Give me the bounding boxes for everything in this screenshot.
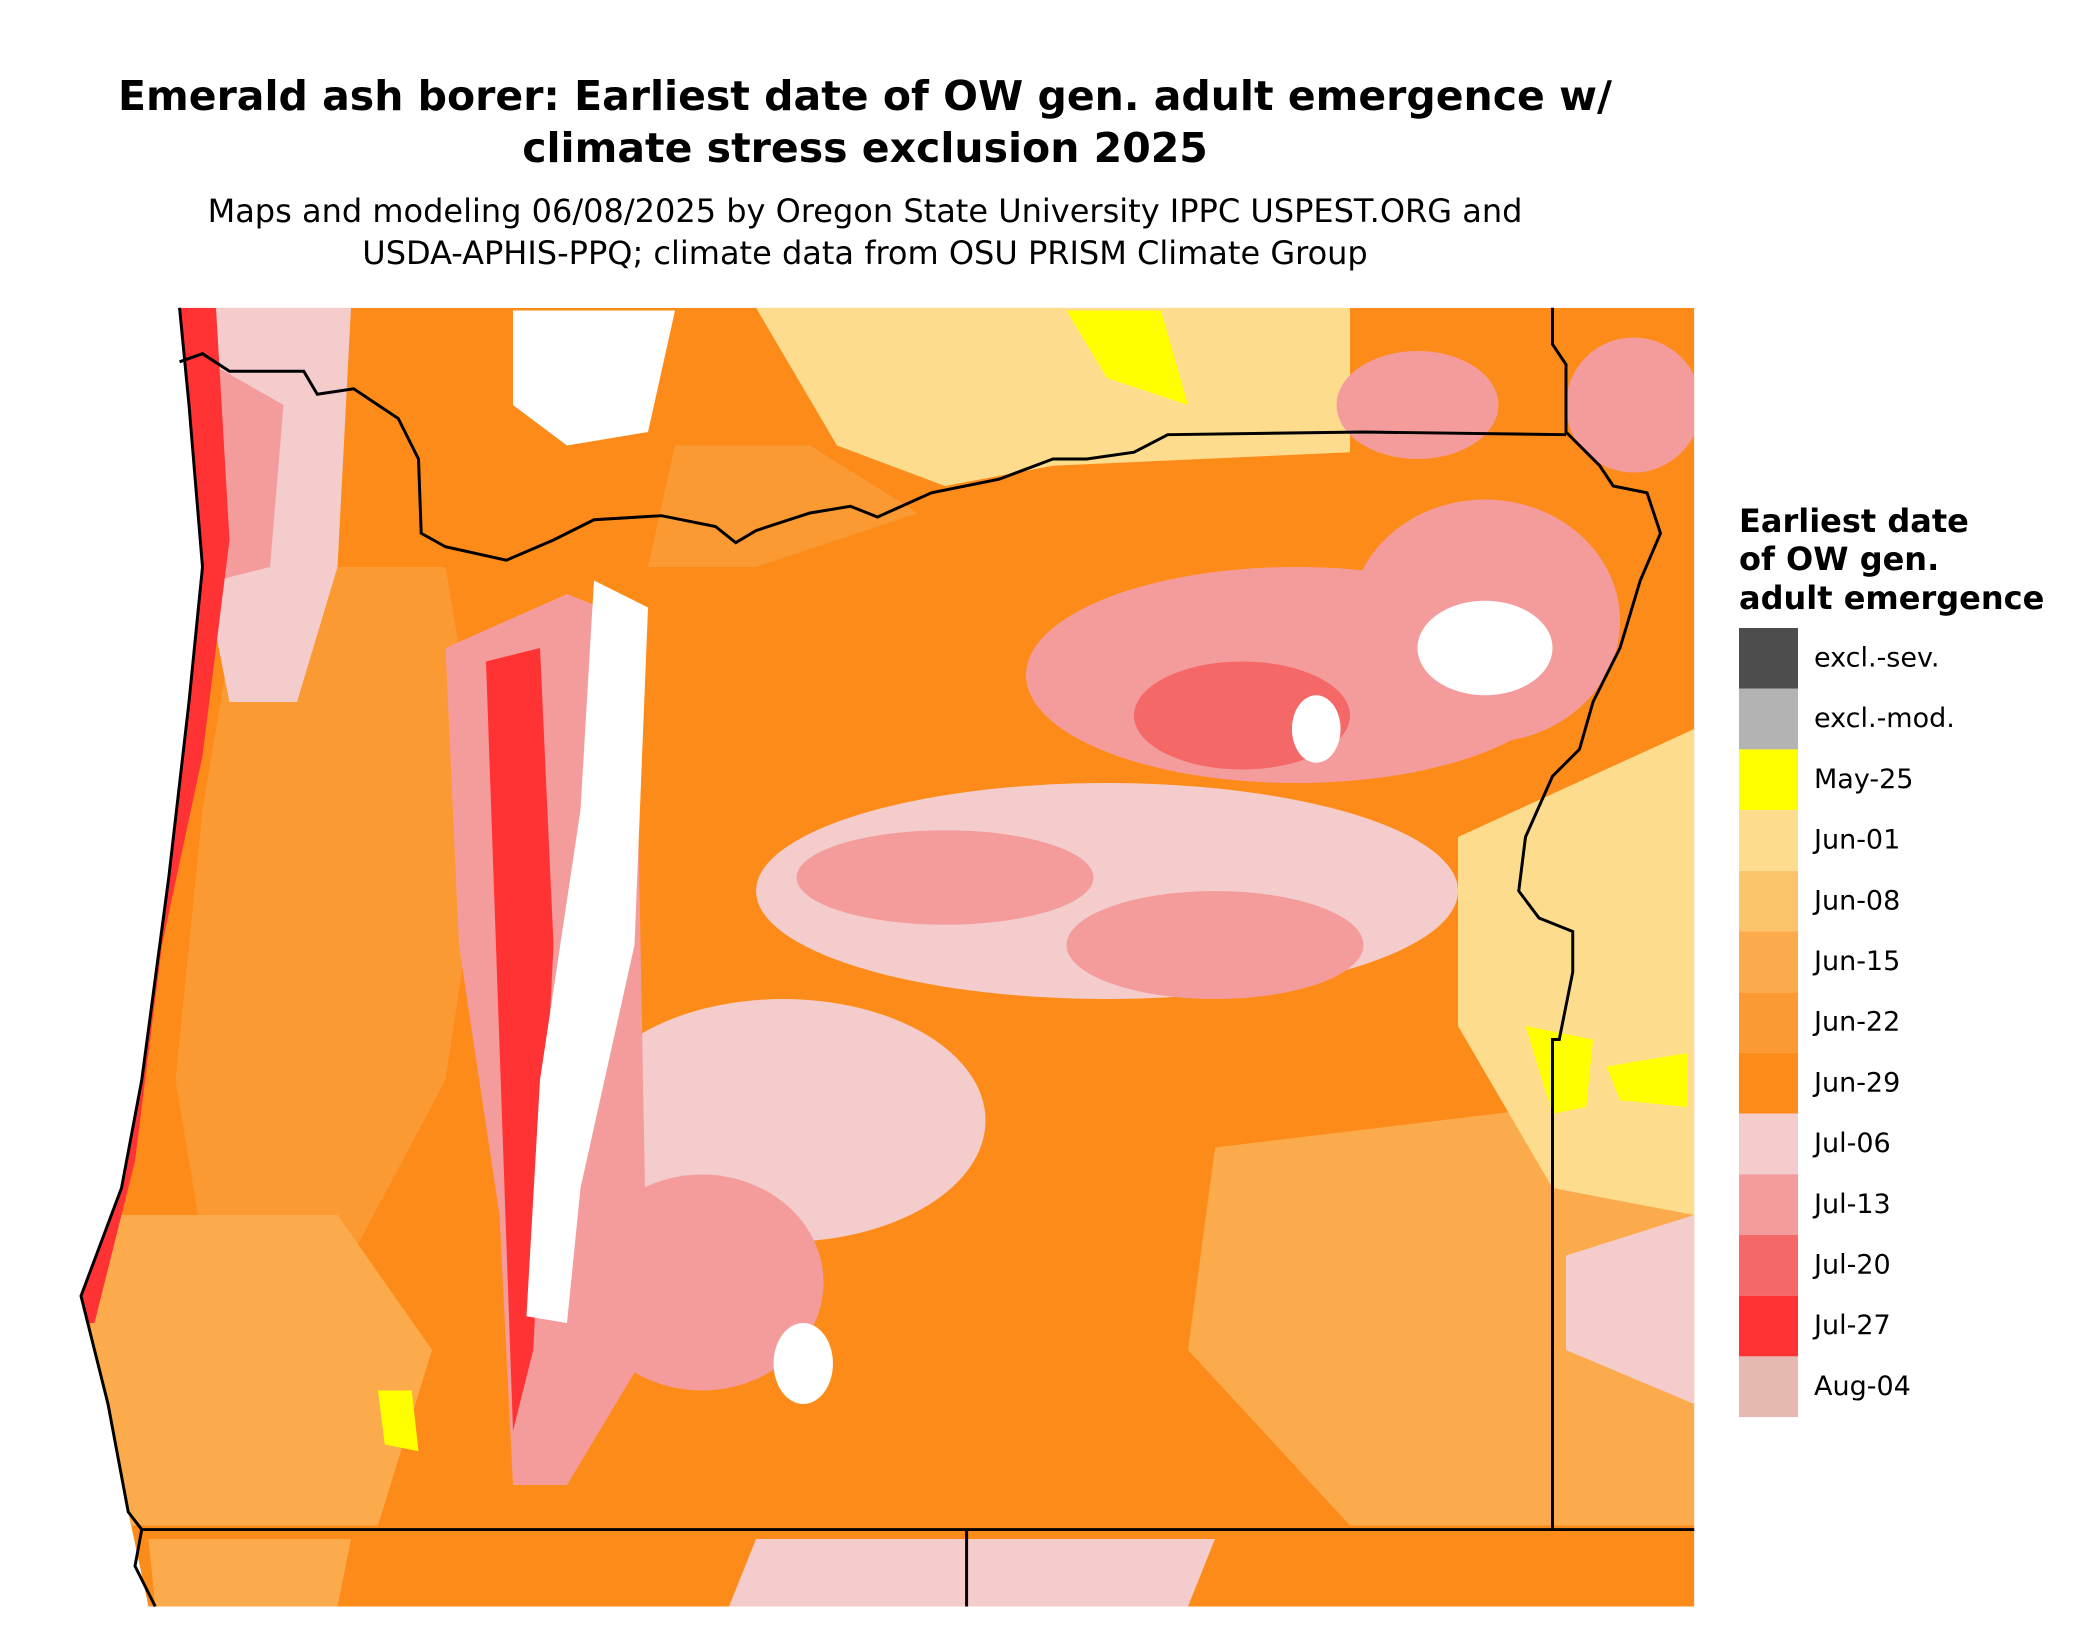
map-region — [1606, 1053, 1688, 1107]
state-border — [179, 352, 1567, 562]
legend-label: Jun-08 — [1812, 885, 1900, 916]
legend-title: of OW gen. — [1739, 540, 1940, 578]
map-region — [1566, 337, 1695, 473]
legend-label: Jun-15 — [1812, 946, 1900, 977]
legend: excl.-sev. excl.-mod. May-25 Jun-01 Jun-08 Ju… — [1739, 628, 1955, 1418]
legend-label: Jul-06 — [1812, 1128, 1891, 1159]
legend-swatch — [1739, 1174, 1798, 1235]
legend-title: adult emergence — [1739, 579, 2045, 617]
legend-swatch — [1739, 1052, 1798, 1114]
legend-label: Jul-20 — [1812, 1250, 1891, 1281]
no-data-region — [513, 310, 675, 446]
map-region — [1525, 1026, 1593, 1114]
map-region — [648, 445, 918, 567]
legend-title: Earliest date — [1739, 502, 1969, 540]
legend-swatch — [1739, 1356, 1798, 1418]
map-region — [1336, 351, 1499, 459]
legend-label: Jun-29 — [1812, 1067, 1900, 1098]
map-region — [756, 307, 1350, 486]
title-line: Emerald ash borer: Earliest date of OW g… — [118, 72, 1612, 120]
map-region — [81, 307, 230, 1324]
map-region — [796, 830, 1094, 925]
legend-label: May-25 — [1814, 764, 1913, 795]
map-region — [148, 1539, 351, 1607]
legend-swatch — [1739, 931, 1798, 993]
map-region — [175, 567, 486, 1323]
subtitle-line: USDA-APHIS-PPQ; climate data from OSU PR… — [362, 234, 1368, 272]
legend-label: Jul-27 — [1812, 1310, 1891, 1341]
legend-swatch — [1739, 992, 1798, 1053]
legend-label: Jun-01 — [1812, 825, 1900, 856]
map — [79, 307, 1695, 1608]
map-region — [1188, 1107, 1695, 1526]
subtitle-line: Maps and modeling 06/08/2025 by Oregon S… — [207, 192, 1523, 230]
legend-swatch — [1739, 749, 1798, 811]
legend-swatch — [1739, 810, 1798, 871]
legend-swatch — [1739, 688, 1798, 750]
no-data-region — [526, 580, 648, 1323]
legend-label: Jun-22 — [1812, 1007, 1900, 1038]
legend-swatch — [1739, 1295, 1798, 1357]
borders — [79, 307, 1695, 1608]
legend-label: excl.-mod. — [1814, 703, 1955, 734]
map-region — [378, 1390, 419, 1452]
legend-swatch — [1739, 870, 1798, 932]
map-region — [1066, 310, 1188, 405]
map-region — [81, 1215, 433, 1526]
map-region — [729, 1539, 1215, 1607]
legend-label: Jul-13 — [1812, 1189, 1891, 1220]
title-line: climate stress exclusion 2025 — [522, 124, 1208, 172]
legend-label: Aug-04 — [1814, 1371, 1911, 1402]
legend-swatch — [1739, 1235, 1798, 1296]
legend-swatch — [1739, 1113, 1798, 1175]
legend-swatch — [1739, 628, 1798, 689]
state-border — [1517, 307, 1663, 1530]
no-data-region — [773, 1323, 833, 1404]
no-data-region — [1417, 600, 1553, 696]
map-region — [1066, 891, 1364, 999]
no-data-region — [1291, 695, 1341, 763]
legend-label: excl.-sev. — [1814, 643, 1939, 674]
map-region — [1566, 1215, 1695, 1404]
